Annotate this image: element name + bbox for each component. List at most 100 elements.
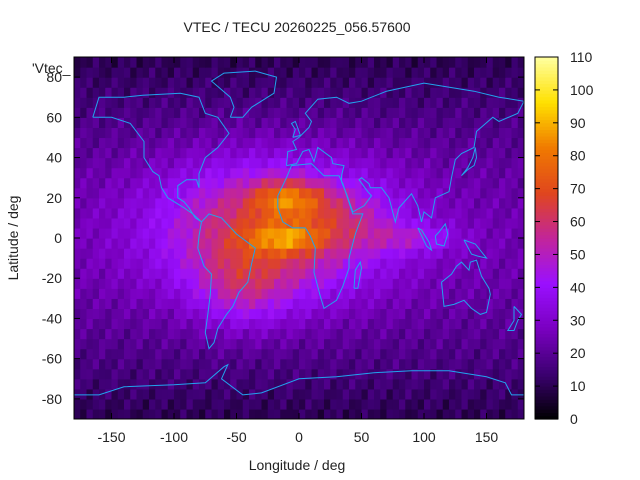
colorbar-segment: [535, 211, 558, 216]
heatmap-cell: [505, 308, 513, 320]
heatmap-cell: [305, 368, 313, 380]
heatmap-cell: [230, 167, 238, 179]
heatmap-cell: [286, 258, 294, 269]
heatmap-cell: [480, 368, 488, 380]
heatmap-cell: [124, 87, 131, 98]
heatmap-cell: [411, 318, 419, 330]
heatmap-cell: [511, 177, 519, 189]
heatmap-cell: [324, 268, 331, 279]
heatmap-cell: [74, 227, 81, 239]
heatmap-cell: [299, 398, 306, 410]
heatmap-cell: [392, 408, 400, 419]
heatmap-cell: [486, 278, 494, 289]
heatmap-cell: [99, 87, 106, 98]
colorbar-segment: [535, 162, 558, 167]
heatmap-cell: [180, 227, 188, 239]
heatmap-cell: [249, 137, 256, 149]
heatmap-cell: [436, 147, 444, 159]
heatmap-cell: [111, 338, 119, 350]
heatmap-cell: [155, 57, 163, 68]
heatmap-cell: [136, 77, 144, 88]
heatmap-cell: [461, 177, 469, 189]
heatmap-cell: [255, 227, 263, 239]
heatmap-cell: [161, 167, 169, 179]
heatmap-cell: [236, 388, 244, 400]
colorbar-segment: [535, 155, 558, 160]
heatmap-cell: [511, 338, 519, 350]
heatmap-cell: [330, 127, 338, 139]
heatmap-cell: [80, 217, 88, 229]
heatmap-cell: [211, 238, 219, 249]
heatmap-cell: [405, 258, 413, 269]
heatmap-cell: [74, 107, 81, 118]
heatmap-cell: [174, 117, 181, 128]
heatmap-cell: [161, 258, 169, 269]
colorbar-segment: [535, 126, 558, 130]
heatmap-cell: [317, 248, 325, 259]
heatmap-cell: [261, 167, 269, 179]
heatmap-cell: [105, 107, 113, 118]
heatmap-cell: [236, 308, 244, 320]
heatmap-cell: [92, 308, 100, 320]
heatmap-cell: [517, 87, 524, 98]
heatmap-cell: [180, 57, 188, 68]
heatmap-cell: [380, 197, 388, 209]
heatmap-cell: [92, 57, 100, 68]
heatmap-cell: [449, 238, 456, 249]
heatmap-cell: [105, 177, 113, 189]
heatmap-cell: [505, 398, 513, 410]
heatmap-cell: [467, 238, 475, 249]
coastline-uk: [290, 120, 301, 138]
heatmap-cell: [149, 238, 156, 249]
heatmap-cell: [305, 57, 313, 68]
heatmap-cell: [380, 298, 388, 309]
colorbar-segment: [535, 359, 558, 364]
heatmap-cell: [461, 388, 469, 400]
heatmap-cell: [211, 157, 219, 169]
heatmap-cell: [367, 177, 375, 189]
heatmap-cell: [499, 388, 506, 400]
heatmap-cell: [311, 368, 319, 380]
heatmap-cell: [267, 278, 275, 289]
heatmap-cell: [186, 87, 194, 98]
colorbar-segment: [535, 116, 558, 121]
heatmap-cell: [405, 358, 413, 370]
heatmap-cell: [336, 248, 344, 259]
heatmap-cell: [199, 67, 206, 78]
heatmap-cell: [274, 227, 281, 239]
heatmap-cell: [467, 328, 475, 340]
heatmap-cell: [511, 368, 519, 380]
heatmap-cell: [486, 77, 494, 88]
heatmap-cell: [386, 107, 394, 118]
heatmap-cell: [267, 268, 275, 279]
heatmap-cell: [517, 157, 524, 169]
heatmap-cell: [261, 338, 269, 350]
heatmap-cell: [380, 398, 388, 410]
heatmap-cell: [217, 207, 225, 219]
heatmap-cell: [405, 137, 413, 149]
heatmap-cell: [430, 328, 438, 340]
colorbar-segment: [535, 60, 558, 65]
heatmap-cell: [230, 248, 238, 259]
colorbar-segment: [535, 201, 558, 206]
heatmap-cell: [499, 348, 506, 360]
heatmap-cell: [436, 378, 444, 390]
heatmap-cell: [324, 408, 331, 419]
colorbar-segment: [535, 182, 558, 186]
x-tick-label: 0: [295, 429, 303, 445]
heatmap-cell: [317, 217, 325, 229]
heatmap-cell: [349, 147, 356, 159]
heatmap-cell: [299, 308, 306, 320]
heatmap-cell: [274, 137, 281, 149]
heatmap-cell: [367, 268, 375, 279]
heatmap-cell: [436, 268, 444, 279]
heatmap-cell: [499, 338, 506, 350]
heatmap-cell: [330, 308, 338, 320]
heatmap-cell: [217, 167, 225, 179]
heatmap-cell: [474, 248, 481, 259]
heatmap-cell: [317, 408, 325, 419]
colorbar-segment: [535, 63, 558, 68]
heatmap-cell: [142, 278, 150, 289]
heatmap-cell: [92, 328, 100, 340]
heatmap-cell: [111, 268, 119, 279]
